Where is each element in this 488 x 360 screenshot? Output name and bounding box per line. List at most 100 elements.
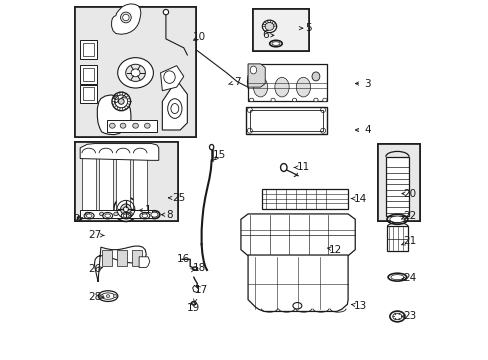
Ellipse shape	[118, 58, 153, 88]
Bar	[247, 64, 326, 102]
Text: 26: 26	[88, 264, 101, 274]
Ellipse shape	[142, 214, 147, 217]
Text: 24: 24	[403, 273, 416, 283]
Polygon shape	[247, 65, 326, 102]
Bar	[386, 226, 407, 251]
Text: 11: 11	[296, 162, 309, 172]
Ellipse shape	[99, 212, 103, 216]
Ellipse shape	[128, 212, 132, 216]
Bar	[378, 144, 419, 221]
Polygon shape	[111, 4, 141, 34]
Ellipse shape	[313, 98, 317, 102]
Polygon shape	[139, 257, 149, 267]
Polygon shape	[133, 153, 147, 212]
Bar	[75, 7, 196, 137]
Ellipse shape	[121, 12, 131, 23]
Ellipse shape	[296, 77, 310, 97]
Ellipse shape	[144, 123, 150, 128]
Polygon shape	[80, 144, 159, 160]
Bar	[249, 110, 323, 131]
Ellipse shape	[109, 123, 115, 128]
Ellipse shape	[78, 217, 81, 219]
Polygon shape	[247, 255, 347, 311]
Ellipse shape	[132, 123, 138, 128]
Ellipse shape	[121, 204, 131, 215]
Ellipse shape	[311, 72, 319, 81]
Ellipse shape	[123, 214, 129, 217]
Polygon shape	[192, 285, 198, 293]
Ellipse shape	[171, 104, 179, 113]
Polygon shape	[102, 249, 112, 266]
Ellipse shape	[118, 99, 124, 104]
Ellipse shape	[114, 212, 118, 216]
Text: 7: 7	[234, 77, 240, 87]
Text: 17: 17	[195, 285, 208, 295]
Ellipse shape	[86, 214, 92, 217]
Bar	[75, 143, 178, 221]
Text: 16: 16	[177, 254, 190, 264]
Text: 19: 19	[187, 302, 200, 312]
Bar	[75, 7, 196, 137]
Polygon shape	[162, 80, 187, 130]
Text: 5: 5	[305, 23, 311, 33]
Bar	[385, 157, 408, 216]
Ellipse shape	[77, 216, 81, 220]
Text: 9: 9	[112, 95, 119, 105]
Text: 13: 13	[353, 301, 366, 311]
Ellipse shape	[262, 20, 276, 33]
Bar	[246, 107, 326, 134]
Polygon shape	[80, 65, 97, 84]
Ellipse shape	[292, 302, 301, 309]
Polygon shape	[116, 249, 127, 266]
Ellipse shape	[270, 98, 275, 102]
Bar	[83, 87, 94, 100]
Text: 20: 20	[403, 189, 416, 199]
Polygon shape	[99, 153, 112, 212]
Ellipse shape	[271, 42, 279, 45]
Polygon shape	[94, 246, 146, 282]
Polygon shape	[247, 64, 264, 87]
Text: 1: 1	[144, 205, 151, 215]
Text: 15: 15	[212, 150, 225, 160]
Bar	[253, 9, 308, 51]
Text: 18: 18	[193, 263, 206, 273]
Bar	[75, 143, 178, 221]
Bar	[253, 9, 308, 51]
Ellipse shape	[106, 295, 110, 297]
Ellipse shape	[209, 144, 213, 150]
Text: 27: 27	[88, 230, 101, 240]
Ellipse shape	[274, 77, 288, 97]
Text: 4: 4	[364, 125, 370, 135]
Ellipse shape	[292, 98, 296, 102]
Text: 14: 14	[353, 194, 366, 203]
Text: 22: 22	[403, 211, 416, 221]
Text: 21: 21	[403, 237, 416, 247]
Ellipse shape	[322, 98, 326, 102]
Ellipse shape	[120, 123, 125, 128]
Polygon shape	[131, 249, 142, 266]
Text: 12: 12	[328, 245, 342, 255]
Bar	[83, 68, 94, 81]
Ellipse shape	[104, 214, 110, 217]
Polygon shape	[80, 85, 97, 103]
Text: 28: 28	[88, 292, 101, 302]
Ellipse shape	[100, 295, 103, 297]
Ellipse shape	[151, 212, 158, 217]
Ellipse shape	[392, 313, 401, 320]
Polygon shape	[160, 66, 183, 91]
Text: 23: 23	[403, 311, 416, 321]
Ellipse shape	[142, 212, 146, 216]
Text: 8: 8	[166, 210, 172, 220]
Polygon shape	[241, 214, 354, 256]
Polygon shape	[80, 40, 97, 59]
Ellipse shape	[125, 64, 145, 81]
Bar	[83, 43, 94, 56]
Text: 25: 25	[171, 193, 184, 203]
Ellipse shape	[85, 212, 89, 216]
Ellipse shape	[163, 9, 168, 15]
Text: 10: 10	[193, 32, 206, 42]
Polygon shape	[107, 120, 157, 132]
Polygon shape	[116, 153, 130, 212]
Ellipse shape	[123, 207, 128, 212]
Bar	[378, 144, 419, 221]
